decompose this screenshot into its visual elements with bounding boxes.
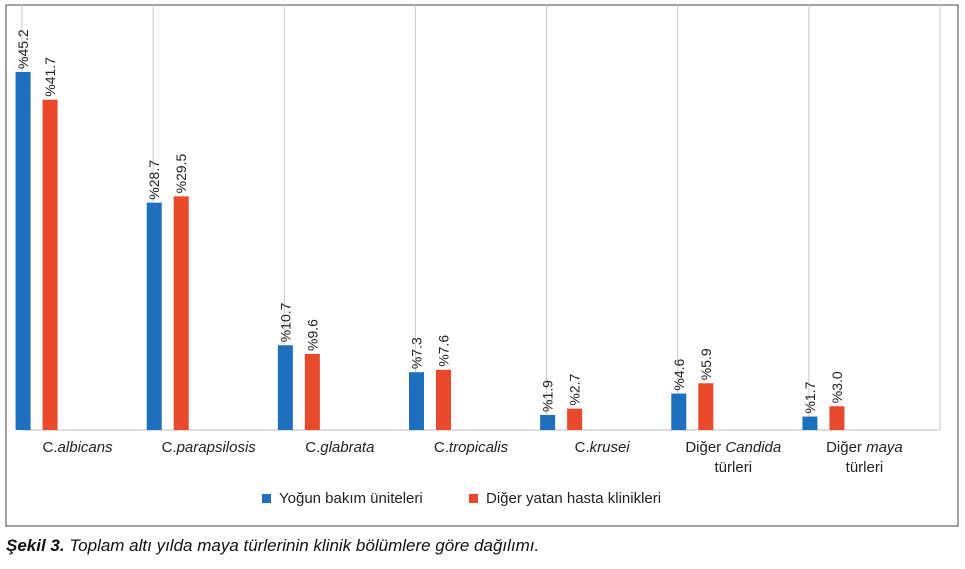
data-label: %4.6 [671,358,687,390]
bar-other-clinics [304,353,320,430]
legend-swatch [262,494,271,503]
category-label: C.krusei [575,439,631,456]
data-label: %45.2 [15,29,31,69]
data-label: %5.9 [698,348,714,380]
data-label: %29.5 [173,153,189,193]
data-label: %10.7 [277,302,293,342]
category-label: C.parapsilosis [162,439,257,456]
category-label: Diğer maya [826,439,903,456]
data-label: %3.0 [829,371,845,403]
category-label: türleri [846,459,884,476]
bar-other-clinics [698,383,714,430]
legend-label: Yoğun bakım üniteleri [279,490,423,507]
bar-icu [671,393,687,430]
bar-icu [409,372,424,430]
data-label: %7.6 [436,335,452,367]
legend-swatch [469,494,478,503]
caption-label: Şekil 3. [6,536,65,555]
bar-other-clinics [829,406,845,430]
caption-text: Toplam altı yılda maya türlerinin klinik… [64,536,540,555]
data-label: %9.6 [304,319,320,351]
category-label: Diğer Candida [685,439,781,456]
bar-other-clinics [42,99,58,430]
data-label: %1.9 [540,380,556,412]
data-label: %41.7 [42,57,58,97]
legend-label: Diğer yatan hasta klinikleri [486,490,661,507]
category-label: C.tropicalis [434,439,509,456]
figure-caption: Şekil 3. Toplam altı yılda maya türlerin… [6,536,961,556]
category-label: türleri [715,459,753,476]
bar-icu [540,414,556,430]
bar-other-clinics [567,408,583,430]
bar-other-clinics [173,196,189,430]
bar-icu [146,202,162,430]
bar-icu [277,345,293,430]
category-label: C.glabrata [305,439,374,456]
bar-icu [802,416,818,430]
data-label: %2.7 [567,373,583,405]
data-label: %1.7 [802,381,818,413]
chart-frame [5,4,959,527]
bar-other-clinics [436,369,451,430]
data-label: %28.7 [146,160,162,200]
bar-icu [15,72,31,430]
data-label: %7.3 [409,337,425,369]
category-label: C.albicans [43,439,114,456]
